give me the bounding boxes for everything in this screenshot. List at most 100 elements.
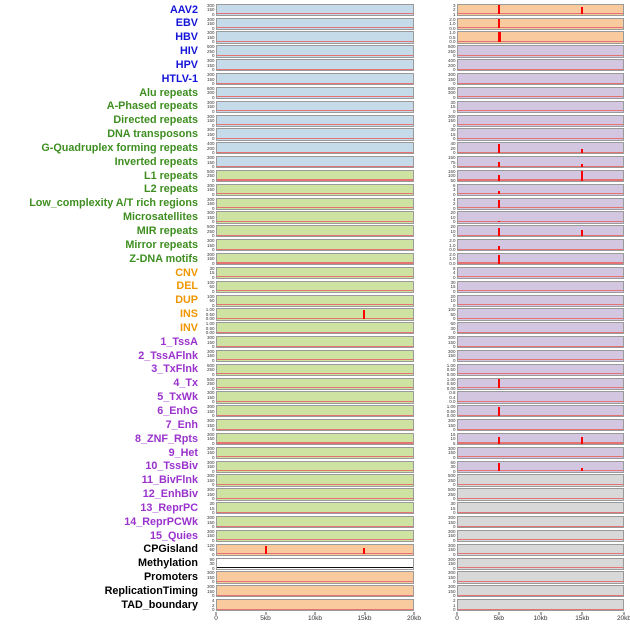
y-tick-label: 1 [452,602,456,608]
column-gap [414,598,446,612]
y-tick-label: 0.0 [449,247,456,253]
right-track-plot-cell [457,294,624,308]
y-tick-label: 15 [209,505,215,511]
y-axis-ticks: 300 150 0 [205,252,216,266]
y-tick-label: 150 [206,339,215,345]
y-tick-label: 0 [211,371,215,377]
signal-baseline [217,317,413,319]
left-track-plot [216,100,414,113]
y-tick-label: 0 [211,537,215,543]
y-tick-label: 300 [447,418,456,424]
y-tick-label: 2 [452,7,456,13]
left-track-plot [216,432,414,446]
right-track-plot-cell [457,335,624,349]
signal-baseline [217,414,413,416]
track-label: INV [180,321,198,334]
y-axis-ticks: 15 10 5 [446,432,457,446]
y-tick-label: 0.50 [446,381,456,387]
right-track-plot [457,432,624,446]
y-tick-label: 0 [211,385,215,391]
y-axis-tick-stack: 300 150 0 [205,3,216,17]
right-track-plot-cell [457,501,624,515]
y-tick-label: 300 [447,72,456,78]
right-track-plot-cell [457,72,624,86]
left-track-plot-cell [216,474,414,488]
y-axis-ticks: 30 15 0 [205,266,216,280]
right-track-plot [457,516,624,529]
y-tick-label: 0 [452,219,456,225]
signal-baseline [217,442,413,444]
y-axis-tick-stack: 300 150 0 [205,59,216,72]
left-track-plot [216,169,414,183]
y-tick-label: 0 [211,233,215,239]
y-axis-ticks: 300 150 0 [446,418,457,432]
left-track-plot [216,142,414,155]
y-axis-ticks: 150 100 50 [446,169,457,183]
signal-spike [498,228,501,236]
right-track-plot-cell [457,225,624,239]
left-track-plot [216,460,414,473]
signal-spike [498,379,501,389]
y-tick-label: 0 [452,53,456,59]
y-tick-label: 150 [206,353,215,359]
signal-baseline [458,317,623,319]
y-axis-ticks: 300 150 0 [205,183,216,197]
y-axis-ticks: 60 30 0 [446,321,457,335]
y-axis-ticks: 300 150 0 [205,488,216,502]
y-tick-label: 2 [452,598,456,604]
y-tick-label: 0 [211,440,215,446]
y-tick-label: 0 [452,274,456,280]
y-tick-label: 250 [206,48,215,54]
signal-baseline [217,137,413,139]
x-tick-label: 0 [455,615,459,623]
signal-baseline [217,608,413,610]
y-tick-label: 0 [211,607,215,613]
y-tick-label: 300 [206,90,215,96]
signal-baseline [217,124,413,126]
signal-baseline [458,525,623,527]
left-track-plot-cell [216,31,414,45]
y-axis-ticks: 300 150 0 [205,446,216,460]
y-axis-tick-stack: 500 250 0 [205,45,216,58]
y-tick-label: 8 [452,265,456,271]
right-track-plot-cell [457,183,624,197]
signal-spike [580,164,583,167]
y-axis-tick-stack: 300 150 0 [205,432,216,446]
y-tick-label: 0 [452,468,456,474]
column-gap [414,211,446,225]
y-axis-tick-stack: 300 150 0 [205,474,216,487]
column-gap [414,238,446,252]
signal-spike [498,463,501,472]
y-tick-label: 0 [211,11,215,17]
y-axis-ticks: 40 20 0 [446,141,457,155]
y-axis-ticks: 500 250 0 [205,377,216,391]
signal-baseline [458,497,623,499]
signal-baseline [217,373,413,375]
signal-baseline [217,359,413,361]
right-track-plot [457,280,624,293]
y-axis-tick-stack: 300 150 0 [205,197,216,210]
y-tick-label: 300 [206,113,215,119]
y-axis-tick-stack: 300 150 0 [205,239,216,252]
y-axis-tick-stack: 20 10 0 [446,211,457,225]
signal-spike [580,7,583,15]
right-track-plot [457,73,624,86]
column-gap [414,280,446,294]
signal-baseline [217,82,413,84]
left-track-plot [216,45,414,58]
y-tick-label: 2.0 [449,16,456,22]
right-track-plot-cell [457,155,624,169]
signal-baseline [458,165,623,167]
column-gap [414,141,446,155]
track-label: Alu repeats [139,86,198,99]
column-gap [414,377,446,391]
y-tick-label: 150 [447,519,456,525]
left-track-plot [216,502,414,515]
y-tick-label: 300 [447,584,456,590]
signal-baseline [458,179,623,181]
y-tick-label: 150 [206,214,215,220]
y-axis-tick-stack: 120 60 0 [205,543,216,556]
